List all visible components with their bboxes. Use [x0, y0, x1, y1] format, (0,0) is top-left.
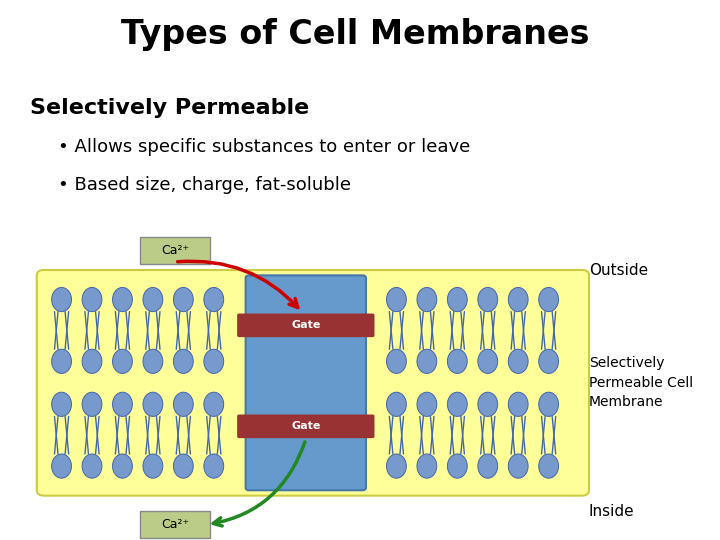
- Text: Outside: Outside: [589, 262, 648, 278]
- Ellipse shape: [478, 454, 498, 478]
- Ellipse shape: [447, 287, 467, 312]
- Ellipse shape: [204, 392, 224, 416]
- Ellipse shape: [478, 287, 498, 312]
- FancyBboxPatch shape: [140, 237, 210, 264]
- Ellipse shape: [417, 287, 437, 312]
- Ellipse shape: [52, 454, 71, 478]
- Ellipse shape: [508, 454, 528, 478]
- Ellipse shape: [82, 392, 102, 416]
- Ellipse shape: [112, 454, 132, 478]
- Ellipse shape: [112, 287, 132, 312]
- Text: • Allows specific substances to enter or leave: • Allows specific substances to enter or…: [58, 138, 470, 157]
- FancyBboxPatch shape: [237, 314, 374, 337]
- Text: Ca²⁺: Ca²⁺: [161, 518, 189, 531]
- Text: Gate: Gate: [377, 260, 405, 269]
- Ellipse shape: [387, 349, 406, 374]
- Ellipse shape: [478, 349, 498, 374]
- Ellipse shape: [539, 287, 559, 312]
- Ellipse shape: [387, 454, 406, 478]
- Text: Selectively Permeable: Selectively Permeable: [30, 98, 309, 118]
- Ellipse shape: [82, 454, 102, 478]
- FancyBboxPatch shape: [246, 275, 366, 490]
- Ellipse shape: [112, 349, 132, 374]
- Ellipse shape: [52, 349, 71, 374]
- Ellipse shape: [143, 392, 163, 416]
- Text: Inside: Inside: [589, 504, 634, 519]
- Text: Types of Cell Membranes: Types of Cell Membranes: [121, 17, 590, 51]
- Ellipse shape: [447, 349, 467, 374]
- Ellipse shape: [174, 392, 193, 416]
- Ellipse shape: [539, 454, 559, 478]
- Ellipse shape: [112, 392, 132, 416]
- Ellipse shape: [417, 349, 437, 374]
- Ellipse shape: [539, 392, 559, 416]
- Text: • Based size, charge, fat-soluble: • Based size, charge, fat-soluble: [58, 176, 351, 194]
- Ellipse shape: [143, 349, 163, 374]
- FancyBboxPatch shape: [140, 511, 210, 538]
- Ellipse shape: [82, 287, 102, 312]
- Ellipse shape: [82, 349, 102, 374]
- Ellipse shape: [539, 349, 559, 374]
- Ellipse shape: [143, 454, 163, 478]
- Ellipse shape: [387, 287, 406, 312]
- FancyBboxPatch shape: [237, 415, 374, 438]
- Ellipse shape: [52, 392, 71, 416]
- Ellipse shape: [174, 454, 193, 478]
- Ellipse shape: [508, 287, 528, 312]
- FancyBboxPatch shape: [37, 270, 589, 496]
- Text: Gate: Gate: [377, 504, 405, 514]
- Ellipse shape: [204, 287, 224, 312]
- Ellipse shape: [478, 392, 498, 416]
- Text: Ca²⁺: Ca²⁺: [161, 244, 189, 257]
- Text: Selectively
Permeable Cell
Membrane: Selectively Permeable Cell Membrane: [589, 356, 693, 409]
- Ellipse shape: [417, 392, 437, 416]
- Text: Gate: Gate: [291, 421, 320, 431]
- Ellipse shape: [447, 392, 467, 416]
- Ellipse shape: [143, 287, 163, 312]
- Ellipse shape: [52, 287, 71, 312]
- Ellipse shape: [508, 349, 528, 374]
- Ellipse shape: [174, 349, 193, 374]
- Ellipse shape: [387, 392, 406, 416]
- Ellipse shape: [447, 454, 467, 478]
- Ellipse shape: [204, 349, 224, 374]
- Ellipse shape: [174, 287, 193, 312]
- Ellipse shape: [417, 454, 437, 478]
- Text: Gate: Gate: [291, 320, 320, 330]
- Ellipse shape: [204, 454, 224, 478]
- Ellipse shape: [508, 392, 528, 416]
